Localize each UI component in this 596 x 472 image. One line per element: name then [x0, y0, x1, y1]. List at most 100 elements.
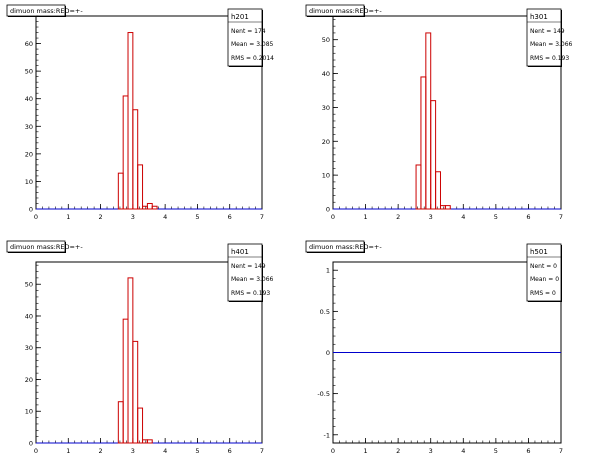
stats-rms: RMS = 0.2014	[231, 55, 274, 62]
stats-box	[227, 243, 263, 302]
stats-entries: Nent = 0	[530, 263, 557, 270]
chart-title: dimuon mass:RED=+-	[309, 7, 382, 15]
stats-name: h201	[231, 13, 249, 21]
x-tick-label: 2	[99, 213, 103, 221]
x-tick-label: 3	[131, 213, 135, 221]
stats-rms: RMS = 0	[530, 290, 556, 297]
histogram-bin	[127, 32, 134, 210]
x-tick-label: 0	[331, 213, 335, 221]
x-tick-label: 6	[228, 213, 232, 221]
x-tick-label: 6	[526, 447, 530, 455]
x-tick-label: 7	[260, 447, 264, 455]
stats-rms: RMS = 0.193	[530, 55, 569, 62]
x-tick-label: 5	[195, 447, 199, 455]
stats-mean: Mean = 3.066	[530, 41, 573, 48]
x-tick-label: 1	[66, 447, 70, 455]
y-tick-label: 0.5	[320, 308, 330, 316]
y-tick-label: 20	[25, 150, 33, 158]
y-tick-label: 0	[326, 349, 330, 357]
histogram-bin	[444, 205, 451, 210]
x-tick-label: 4	[461, 447, 465, 455]
stats-name: h501	[530, 248, 548, 256]
histogram-bin	[151, 205, 158, 210]
x-tick-label: 1	[66, 213, 70, 221]
histogram-bin	[122, 95, 129, 210]
histogram-bin	[425, 32, 432, 210]
stats-entries: Nent = 149	[530, 28, 565, 35]
x-tick-label: 7	[559, 447, 563, 455]
y-tick-label: 0	[326, 206, 330, 214]
y-tick-label: 60	[25, 40, 33, 48]
histogram-bin	[430, 100, 437, 210]
histogram-bin	[117, 172, 124, 210]
histogram-panel-4: dimuon mass:RED=+- -1 -0.5 0 0.5 1 0 1 2 3 4 5 6 7 h50…	[305, 240, 563, 455]
x-tick-label: 2	[99, 447, 103, 455]
y-tick-label: 0	[29, 440, 33, 448]
x-tick-label: 7	[559, 213, 563, 221]
x-tick-label: 6	[526, 213, 530, 221]
x-tick-label: 3	[429, 447, 433, 455]
y-tick-label: 50	[322, 36, 330, 44]
histogram-bin	[415, 164, 422, 210]
stats-entries: Nent = 174	[231, 28, 266, 35]
stats-mean: Mean = 3.066	[231, 276, 274, 283]
histogram-panel-1: dimuon mass:RED=+- 0 10 20 30 40 50 60 0 1 2 3 4 5 6 7 h…	[6, 4, 274, 221]
x-tick-label: 4	[461, 213, 465, 221]
stats-name: h401	[231, 248, 249, 256]
stats-rms: RMS = 0.193	[231, 290, 270, 297]
histogram-bin	[142, 205, 148, 210]
x-tick-label: 0	[34, 213, 38, 221]
histogram-bin	[439, 205, 446, 210]
histogram-bin	[435, 171, 441, 210]
stats-mean: Mean = 3.085	[231, 41, 274, 48]
x-tick-label: 2	[396, 213, 400, 221]
histogram-bin	[122, 318, 129, 444]
title-box	[305, 4, 365, 17]
y-tick-label: 20	[25, 376, 33, 384]
y-tick-label: 10	[25, 178, 33, 186]
histogram-panel-2: dimuon mass:RED=+- 0 10 20 30 40 50 0 1 2 3 4 5 6 7 h30…	[305, 4, 573, 221]
y-tick-label: 40	[322, 70, 330, 78]
x-tick-label: 7	[260, 213, 264, 221]
y-tick-label: 40	[25, 95, 33, 103]
x-tick-label: 1	[364, 447, 368, 455]
y-tick-label: -1	[324, 431, 330, 439]
histogram-bin	[137, 164, 144, 210]
x-tick-label: 0	[34, 447, 38, 455]
y-tick-label: 50	[25, 68, 33, 76]
x-tick-label: 3	[131, 447, 135, 455]
x-tick-label: 6	[228, 447, 232, 455]
title-box	[6, 240, 66, 253]
x-tick-label: 3	[429, 213, 433, 221]
chart-title: dimuon mass:RED=+-	[10, 7, 83, 15]
y-tick-label: 30	[322, 104, 330, 112]
stats-box	[526, 243, 562, 302]
histogram-bin	[137, 407, 144, 444]
y-tick-label: 30	[25, 344, 33, 352]
x-tick-label: 1	[364, 213, 368, 221]
y-tick-label: 1	[326, 267, 330, 275]
stats-box	[227, 8, 263, 67]
x-tick-label: 0	[331, 447, 335, 455]
histogram-bin	[146, 439, 153, 444]
stats-entries: Nent = 149	[231, 263, 266, 270]
x-tick-label: 5	[494, 447, 498, 455]
stats-name: h301	[530, 13, 548, 21]
stats-box	[526, 8, 562, 67]
histogram-bin	[142, 439, 148, 444]
y-tick-label: 0	[29, 206, 33, 214]
y-tick-label: 40	[25, 312, 33, 320]
x-tick-label: 4	[163, 213, 167, 221]
x-tick-label: 2	[396, 447, 400, 455]
y-tick-label: 50	[25, 281, 33, 289]
y-tick-label: 10	[25, 408, 33, 416]
stats-mean: Mean = 0	[530, 276, 559, 283]
histogram-bin	[127, 277, 134, 444]
y-tick-label: -0.5	[317, 390, 330, 398]
histogram-bin	[132, 340, 139, 444]
histogram-bin	[420, 76, 427, 210]
y-tick-label: 10	[322, 172, 330, 180]
x-tick-label: 5	[494, 213, 498, 221]
histogram-bin	[146, 202, 153, 210]
